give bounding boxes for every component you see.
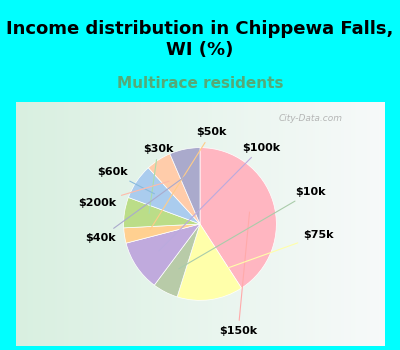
Text: $30k: $30k [143,144,173,214]
Text: $40k: $40k [86,175,187,243]
Wedge shape [170,148,200,224]
Text: $10k: $10k [179,187,326,269]
Text: $150k: $150k [219,212,257,336]
Text: $50k: $50k [150,127,227,230]
Text: $75k: $75k [210,230,334,274]
Wedge shape [128,168,200,224]
Text: Income distribution in Chippewa Falls,
WI (%): Income distribution in Chippewa Falls, W… [6,20,394,59]
Text: $100k: $100k [159,143,280,251]
Wedge shape [154,224,200,297]
Text: $200k: $200k [78,181,169,208]
Text: $60k: $60k [97,167,154,194]
Wedge shape [200,148,276,288]
Wedge shape [148,154,200,224]
Wedge shape [126,224,200,285]
Wedge shape [124,197,200,228]
Text: Multirace residents: Multirace residents [117,76,283,91]
Wedge shape [124,224,200,243]
Wedge shape [177,224,242,300]
Text: City-Data.com: City-Data.com [278,114,342,123]
